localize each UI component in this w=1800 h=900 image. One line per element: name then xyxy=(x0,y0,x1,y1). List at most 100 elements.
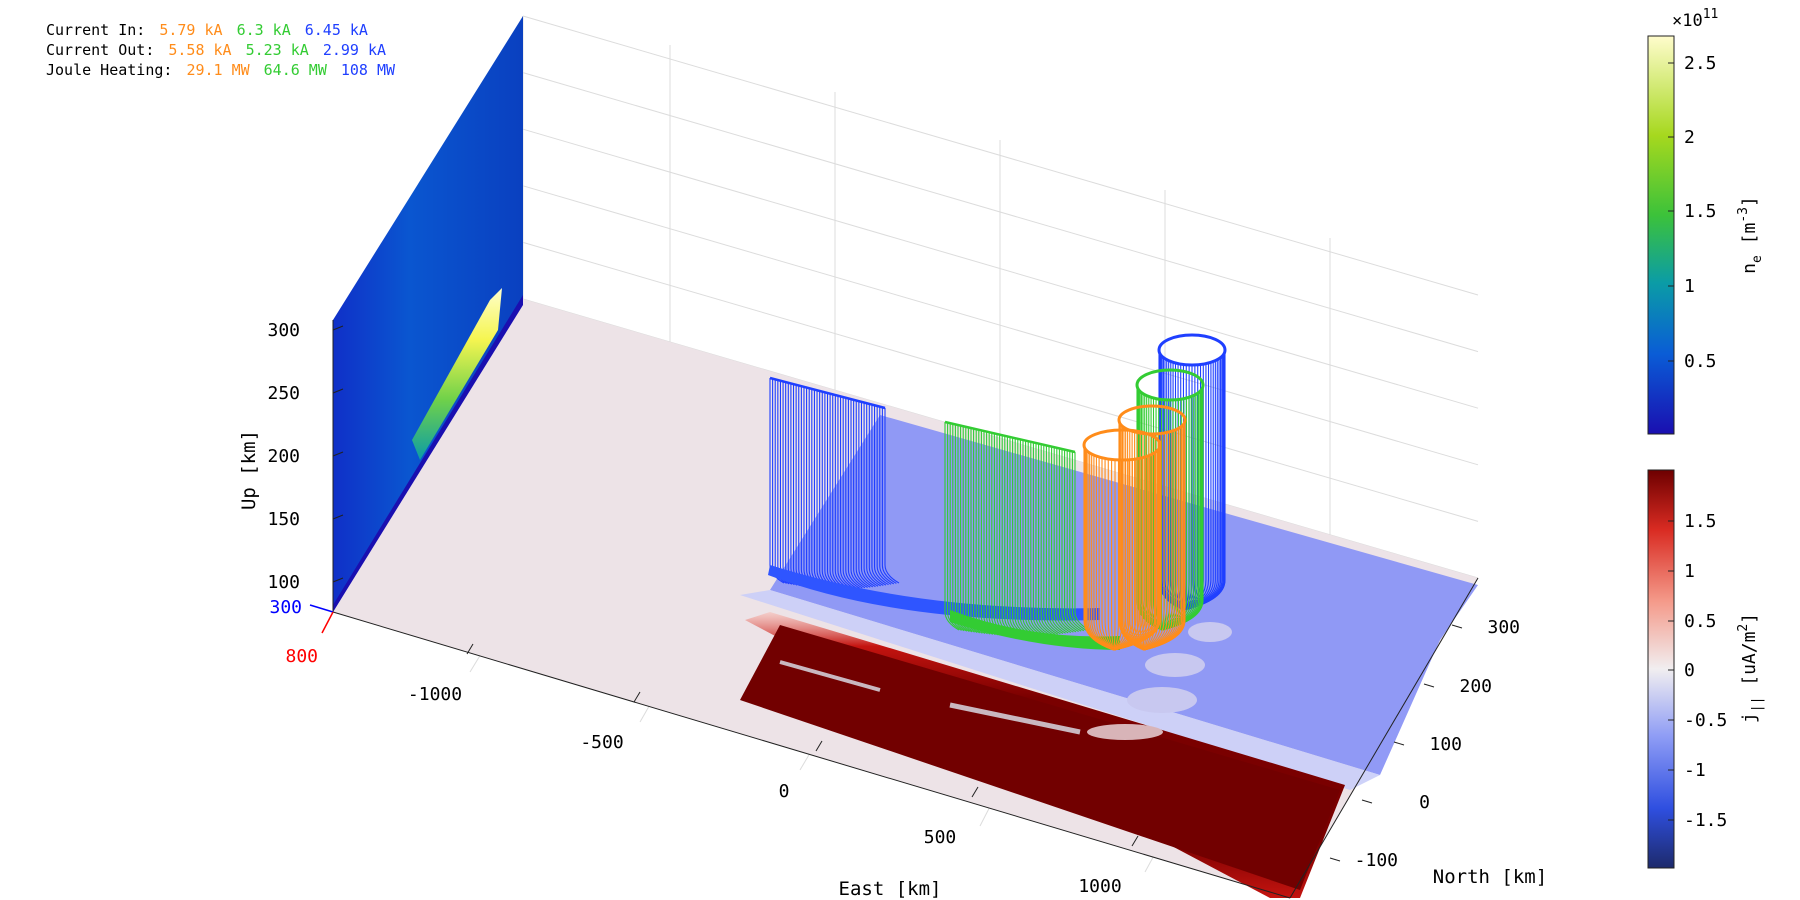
field-line xyxy=(855,400,871,588)
tick-mark xyxy=(815,740,823,752)
grid-line xyxy=(522,72,1479,353)
field-line xyxy=(879,406,895,585)
field-line xyxy=(858,401,874,588)
j-patch-2 xyxy=(1145,653,1205,677)
field-line xyxy=(881,407,897,584)
north-tick-label: 0 xyxy=(1419,792,1430,813)
tick-mark xyxy=(633,691,641,703)
legend-value: 2.99 kA xyxy=(322,41,387,59)
corner-blue-label: 300 xyxy=(269,597,302,618)
field-line xyxy=(1040,444,1056,635)
grid-line xyxy=(522,128,1479,409)
field-line xyxy=(1048,446,1064,635)
field-line xyxy=(847,398,863,589)
grid-line xyxy=(522,241,1479,522)
field-line xyxy=(876,405,892,585)
colorbar-j-tick-label: -1.5 xyxy=(1684,810,1727,831)
grid-line xyxy=(522,15,1479,296)
colorbar-ne-tick-label: 1 xyxy=(1684,276,1695,297)
j-negative-fade xyxy=(740,590,1380,790)
colorbar-ne-tick-label: 2.5 xyxy=(1684,53,1717,74)
tick-mark xyxy=(1329,857,1341,862)
field-line xyxy=(1071,451,1087,631)
field-line xyxy=(1143,433,1147,651)
legend-value: 5.23 kA xyxy=(245,41,309,59)
field-line xyxy=(884,408,900,584)
orange-cylinder-tube-2 xyxy=(1117,404,1187,651)
field-line xyxy=(1118,420,1145,651)
corner-red-tick xyxy=(321,611,334,634)
legend-value: 108 MW xyxy=(340,61,396,79)
colorbar-ticks: 2.5 2 1.5 1 0.5 1.5 1 0.5 0 -0.5 -1 -1.5 xyxy=(1668,53,1727,831)
tick-mark xyxy=(971,786,979,798)
colorbar-ne-exponent: ×1011 xyxy=(1672,7,1718,31)
field-line xyxy=(868,403,884,586)
green-tube-base xyxy=(950,610,1120,650)
legend-row-label: Current In: xyxy=(46,21,146,39)
tick-mark xyxy=(466,643,474,655)
field-line xyxy=(1058,448,1074,633)
north-tick-label: 100 xyxy=(1429,734,1462,755)
north-tick-label: -100 xyxy=(1355,850,1398,871)
colorbar-j-label: j|| [uA/m2] xyxy=(1736,613,1765,723)
colorbar-j-tick-label: 1.5 xyxy=(1684,511,1717,532)
field-line xyxy=(1053,447,1069,634)
north-tick-label: 200 xyxy=(1459,676,1492,697)
colorbar-ne-tick-label: 2 xyxy=(1684,127,1695,148)
j-patch-1 xyxy=(1127,687,1197,713)
tube-rim xyxy=(769,376,886,410)
floor-edge-east xyxy=(332,611,1291,899)
field-line xyxy=(1111,459,1115,651)
j-positive-core xyxy=(740,625,1340,890)
east-tick-label: 1000 xyxy=(1078,876,1121,897)
tube-rim xyxy=(1135,368,1205,402)
tick-mark xyxy=(332,325,344,331)
field-line xyxy=(873,405,889,586)
field-line xyxy=(1142,433,1145,651)
field-line-bundles xyxy=(768,333,1227,651)
axis-ticks: 300250200150100-1000-5000500100030020010… xyxy=(267,320,1520,897)
tick-mark xyxy=(332,388,344,394)
j-highlight-2 xyxy=(949,702,1081,735)
ne-slice-peak xyxy=(412,288,502,460)
tick-mark xyxy=(1451,624,1463,629)
legend-value: 5.58 kA xyxy=(168,41,232,59)
field-line xyxy=(1064,449,1079,632)
east-tick-label: -500 xyxy=(580,732,623,753)
colorbar-j xyxy=(1647,469,1675,869)
colorbar-j-tick-label: 0 xyxy=(1684,660,1695,681)
field-line xyxy=(850,399,866,589)
legend-row: Current In: 5.79 kA 6.3 kA 6.45 kA xyxy=(46,20,409,40)
field-line xyxy=(866,403,881,587)
tick-mark xyxy=(332,451,344,457)
tick-mark xyxy=(1361,799,1373,804)
ne-slice-wall xyxy=(333,16,523,612)
legend-value: 6.3 kA xyxy=(236,21,291,39)
tube-rim xyxy=(1117,404,1187,436)
up-tick-label: 100 xyxy=(267,572,300,593)
tick-mark xyxy=(1423,683,1435,688)
field-line xyxy=(1035,443,1051,636)
field-line xyxy=(842,397,858,589)
ne-slice-base xyxy=(333,295,523,612)
current-legend: Current In: 5.79 kA 6.3 kA 6.45 kA Current O… xyxy=(46,20,409,80)
up-tick-label: 200 xyxy=(267,446,300,467)
field-line xyxy=(1143,433,1150,651)
field-line xyxy=(1069,450,1085,632)
field-line xyxy=(1056,447,1072,634)
colorbar-ne xyxy=(1647,35,1675,435)
field-line xyxy=(863,402,879,587)
corner-blue-tick xyxy=(309,604,334,613)
colorbar-ne-tick-label: 1.5 xyxy=(1684,201,1717,222)
field-line xyxy=(853,399,868,589)
colorbar-j-tick-label: 0.5 xyxy=(1684,611,1717,632)
corner-red-label: 800 xyxy=(285,646,318,667)
up-tick-label: 300 xyxy=(267,320,300,341)
up-tick-label: 150 xyxy=(267,509,300,530)
legend-value: 5.79 kA xyxy=(159,21,223,39)
east-axis-label: East [km] xyxy=(839,878,942,900)
colorbar-ne-tick-label: 0.5 xyxy=(1684,351,1717,372)
tube-rim xyxy=(944,420,1076,454)
north-axis-label: North [km] xyxy=(1433,866,1547,888)
